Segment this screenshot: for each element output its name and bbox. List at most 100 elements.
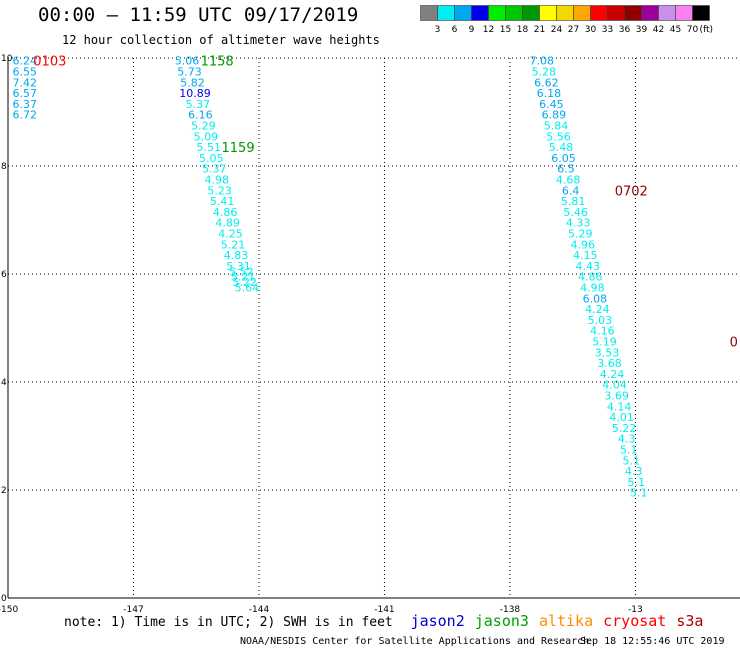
x-tick-label: -138 xyxy=(500,605,521,615)
wave-height-label: 4.89 xyxy=(215,217,240,230)
wave-height-label: 6.18 xyxy=(537,87,562,100)
wave-height-label: 5.21 xyxy=(221,238,246,251)
scale-label: 24 xyxy=(551,25,563,35)
wave-height-label: 5.29 xyxy=(568,228,593,241)
pass-time-label: 0 xyxy=(730,336,738,351)
wave-height-label: 4.25 xyxy=(218,228,243,241)
wave-height-label: 5.64 xyxy=(235,282,260,295)
chart-subtitle: 12 hour collection of altimeter wave hei… xyxy=(62,33,380,47)
wave-height-label: 5.22 xyxy=(232,276,257,289)
wave-height-label: 4.98 xyxy=(204,174,229,187)
scale-label: 42 xyxy=(653,25,664,35)
wave-height-label: 6.55 xyxy=(12,66,37,79)
x-tick-label: -150 xyxy=(0,605,18,615)
y-tick-label: 4 xyxy=(1,378,7,388)
wave-height-label: 6.62 xyxy=(534,76,559,89)
wave-height-label: 7.08 xyxy=(529,55,554,68)
x-tick-label: -144 xyxy=(249,605,270,615)
scale-label: 21 xyxy=(534,25,545,35)
satellite-legend-altika: altika xyxy=(538,612,594,630)
wave-height-label: 10.89 xyxy=(179,87,211,100)
satellite-legend-jason3: jason3 xyxy=(474,612,529,630)
scale-label: 39 xyxy=(636,25,648,35)
wave-height-label: 6.45 xyxy=(539,98,564,111)
wave-height-label: 6.16 xyxy=(188,109,213,122)
wave-height-label: 4.86 xyxy=(213,206,238,219)
pass-time-label: 0702 xyxy=(615,184,648,199)
wave-height-label: 3.68 xyxy=(597,357,622,370)
wave-height-label: 5.51 xyxy=(197,141,222,154)
wave-height-label: 3.53 xyxy=(595,346,620,359)
wave-height-label: 4.43 xyxy=(575,260,600,273)
wave-height-label: 5.19 xyxy=(592,336,617,349)
wave-height-label: 4.3 xyxy=(618,433,636,446)
wave-height-label: 5.37 xyxy=(202,163,227,176)
wave-height-label: 5.28 xyxy=(532,66,557,79)
wave-height-label: 5.09 xyxy=(194,130,219,143)
wave-height-label: 5.1 xyxy=(622,454,640,467)
generated-timestamp: Sep 18 12:55:46 UTC 2019 xyxy=(580,636,725,647)
wave-height-label: 6.37 xyxy=(12,98,37,111)
y-tick-label: 6 xyxy=(1,270,7,280)
wave-height-label: 5.41 xyxy=(210,195,235,208)
x-tick-label: -141 xyxy=(374,605,394,615)
wave-height-label: 5.31 xyxy=(226,260,251,273)
scale-label: 9 xyxy=(469,25,475,35)
wave-height-label: 4.68 xyxy=(556,174,581,187)
wave-height-label: 6.08 xyxy=(583,292,608,305)
wave-height-label: 5.06 xyxy=(175,55,200,68)
scale-label: 70 xyxy=(687,25,699,35)
scale-label: 33 xyxy=(602,25,613,35)
wave-height-label: 5.84 xyxy=(544,120,569,133)
wave-height-label: 5.81 xyxy=(561,195,586,208)
wave-height-label: 4.16 xyxy=(590,325,615,338)
note-text: note: 1) Time is in UTC; 2) SWH is in fe… xyxy=(64,615,393,630)
wave-height-label: 4.83 xyxy=(224,249,249,262)
wave-height-label: 4.24 xyxy=(600,368,625,381)
wave-height-label: 6.05 xyxy=(551,152,576,165)
wave-height-label: 4.15 xyxy=(573,249,598,262)
wave-height-label: 6.24 xyxy=(12,55,37,68)
wave-height-label: 4.96 xyxy=(570,238,595,251)
wave-height-label: 6.72 xyxy=(12,109,37,122)
x-tick-label: -13 xyxy=(628,605,643,615)
color-scale-legend: 3 6 9 12 15 18 21 24 27 30 33 36 39 42 45 70 (ft) xyxy=(420,5,713,35)
scale-unit: (ft) xyxy=(699,25,713,35)
wave-height-label: 5.05 xyxy=(199,152,224,165)
wave-height-label: 5.29 xyxy=(191,120,216,133)
wave-height-label: 4.01 xyxy=(609,411,634,424)
satellite-legend-jason2: jason2 xyxy=(410,612,465,630)
wave-height-label: 6.57 xyxy=(12,87,37,100)
scale-label: 18 xyxy=(517,25,529,35)
wave-height-label: 4.04 xyxy=(602,379,627,392)
wave-height-label: 5.1 xyxy=(628,476,646,489)
scale-label: 45 xyxy=(670,25,681,35)
scale-label: 36 xyxy=(619,25,631,35)
wave-height-label: 5.21 xyxy=(231,271,256,284)
wave-height-label: 5.82 xyxy=(180,76,205,89)
wave-height-label: 4.33 xyxy=(566,217,591,230)
wave-height-label: 4.14 xyxy=(607,400,632,413)
wave-height-label: 5.73 xyxy=(177,66,202,79)
scale-swatch xyxy=(692,5,710,21)
wave-height-label: 6.4 xyxy=(562,184,580,197)
pass-time-label: 1159 xyxy=(222,141,255,156)
wave-height-label: 3.69 xyxy=(604,390,629,403)
wave-height-label: 6.5 xyxy=(557,163,575,176)
y-tick-label: 2 xyxy=(1,486,7,496)
wave-height-label: 5.1 xyxy=(630,487,648,500)
wave-height-label: 5.03 xyxy=(588,314,613,327)
scale-label: 27 xyxy=(568,25,579,35)
wave-height-label: 5.37 xyxy=(186,98,211,111)
scale-label: 6 xyxy=(452,25,458,35)
credit-text: NOAA/NESDIS Center for Satellite Applica… xyxy=(240,636,590,647)
satellite-legend-s3a: s3a xyxy=(676,612,704,630)
x-tick-label: -147 xyxy=(123,605,143,615)
y-tick-label: 10 xyxy=(1,54,13,64)
wave-height-label: 4.3 xyxy=(625,465,643,478)
wave-height-label: 7.42 xyxy=(12,76,37,89)
scale-label: 30 xyxy=(585,25,597,35)
y-tick-label: 0 xyxy=(1,594,7,604)
chart-title: 00:00 – 11:59 UTC 09/17/2019 xyxy=(38,4,359,26)
